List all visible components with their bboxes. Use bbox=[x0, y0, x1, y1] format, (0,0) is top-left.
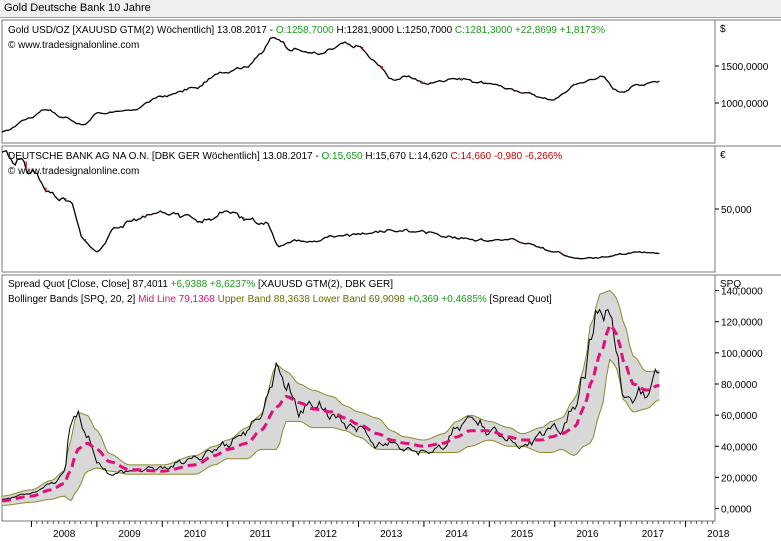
legend-gold-part: Gold USD/OZ [XAUUSD GTM(2) Wöchentlich] … bbox=[8, 25, 276, 36]
series-line-gold bbox=[1, 36, 660, 133]
y-tick-label: 1500,0000 bbox=[721, 62, 769, 73]
x-tick-label: 2018 bbox=[707, 529, 730, 540]
legend-bollinger-part: Bollinger Bands [SPQ, 20, 2] bbox=[8, 294, 138, 305]
legend-gold-part: C:1281,3000 +22,8699 +1,8173% bbox=[455, 25, 605, 36]
y-tick-label: 80,0000 bbox=[721, 380, 758, 391]
legend-deutsche-bank-part: DEUTSCHE BANK AG NA O.N. [DBK GER Wöchen… bbox=[8, 151, 321, 162]
legend-deutsche-bank: DEUTSCHE BANK AG NA O.N. [DBK GER Wöchen… bbox=[8, 151, 562, 162]
x-tick-label: 2012 bbox=[315, 529, 338, 540]
spread-quot-line bbox=[1, 308, 660, 500]
window-titlebar: Gold Deutsche Bank 10 Jahre bbox=[0, 0, 781, 18]
legend-deutsche-bank-part: C:14,660 -0,980 -6,266% bbox=[450, 151, 562, 162]
y-tick-label: 140,0000 bbox=[721, 287, 763, 298]
axis-unit-label: SPQ bbox=[720, 279, 741, 290]
y-tick-label: 1000,0000 bbox=[721, 99, 769, 110]
x-tick-label: 2014 bbox=[445, 529, 468, 540]
legend-bollinger-part: +0,369 +0,4685% bbox=[408, 294, 490, 305]
y-tick-label: 120,0000 bbox=[721, 318, 763, 329]
legend-gold-part: H:1281,9000 L:1250,7000 bbox=[336, 25, 454, 36]
legend-deutsche-bank-part: O:15,650 bbox=[321, 151, 365, 162]
legend-deutsche-bank-part: H:15,670 L:14,620 bbox=[365, 151, 450, 162]
y-tick-label: 40,0000 bbox=[721, 442, 758, 453]
legend-spread-part: +6,9388 +8,6237% bbox=[171, 279, 258, 290]
bollinger-band-fill bbox=[2, 290, 660, 506]
y-tick-label: 20,0000 bbox=[721, 473, 758, 484]
source-label: © www.tradesignalonline.com bbox=[8, 40, 139, 51]
x-tick-label: 2013 bbox=[380, 529, 403, 540]
x-tick-label: 2010 bbox=[184, 529, 207, 540]
legend-gold-part: O:1258,7000 bbox=[276, 25, 337, 36]
y-tick-label: 60,0000 bbox=[721, 411, 758, 422]
legend-bollinger-part: Upper Band 88,3638 Lower Band 69,9098 bbox=[218, 294, 408, 305]
x-tick-label: 2011 bbox=[250, 529, 272, 540]
legend-spread-part: Spread Quot [Close, Close] 87,4011 bbox=[8, 279, 171, 290]
upper-band-line bbox=[1, 290, 660, 497]
panel-frame-gold bbox=[1, 19, 716, 144]
x-tick-label: 2017 bbox=[642, 529, 665, 540]
y-tick-label: 50,000 bbox=[721, 205, 752, 216]
series-line-deutsche-bank bbox=[1, 150, 660, 260]
lower-band-line bbox=[1, 358, 660, 506]
window-title: Gold Deutsche Bank 10 Jahre bbox=[4, 2, 151, 14]
mid-line bbox=[1, 322, 660, 503]
legend-bollinger-part: Mid Line 79,1368 bbox=[138, 294, 218, 305]
legend-bollinger: Bollinger Bands [SPQ, 20, 2] Mid Line 79… bbox=[8, 294, 552, 305]
panel-frame-deutsche-bank bbox=[1, 145, 716, 273]
legend-bollinger-part: [Spread Quot] bbox=[490, 294, 552, 305]
axis-unit-label: € bbox=[720, 150, 726, 161]
x-tick-label: 2008 bbox=[53, 529, 76, 540]
x-tick-label: 2016 bbox=[576, 529, 599, 540]
y-tick-label: 100,0000 bbox=[721, 349, 763, 360]
y-tick-label: 0,0000 bbox=[721, 505, 752, 516]
legend-gold: Gold USD/OZ [XAUUSD GTM(2) Wöchentlich] … bbox=[8, 25, 605, 36]
x-tick-label: 2009 bbox=[118, 529, 141, 540]
axis-unit-label: $ bbox=[720, 24, 726, 35]
legend-spread-part: [XAUUSD GTM(2), DBK GER] bbox=[258, 279, 393, 290]
x-tick-label: 2015 bbox=[511, 529, 534, 540]
source-label: © www.tradesignalonline.com bbox=[8, 166, 139, 177]
legend-spread: Spread Quot [Close, Close] 87,4011 +6,93… bbox=[8, 279, 393, 290]
